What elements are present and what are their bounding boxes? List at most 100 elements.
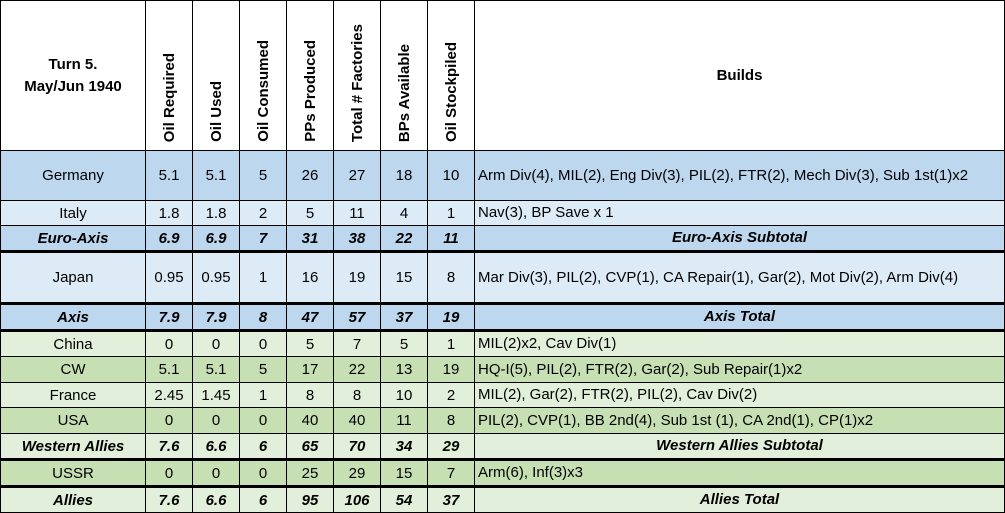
row-builds: Western Allies Subtotal (474, 433, 1005, 460)
row-value: 0.95 (192, 250, 240, 304)
row-value: 2 (427, 382, 475, 408)
row-value: 1 (427, 329, 475, 357)
row-value: 57 (333, 302, 381, 331)
table-row: Italy 1.8 1.8 2 5 11 4 1 Nav(3), BP Save x 1 (0, 200, 1005, 226)
row-value: 0 (192, 329, 240, 357)
row-value: 6.9 (145, 225, 193, 252)
row-name: Germany (0, 150, 146, 201)
row-value: 6.9 (192, 225, 240, 252)
table-row: Axis 7.9 7.9 8 47 57 37 19 Axis Total (0, 302, 1005, 331)
row-name: Japan (0, 250, 146, 304)
row-value: 7 (239, 225, 287, 252)
row-value: 19 (427, 302, 475, 331)
row-value: 2.45 (145, 382, 193, 408)
table-row: Euro-Axis 6.9 6.9 7 31 38 22 11 Euro-Axis Subtot… (0, 225, 1005, 252)
row-value: 16 (286, 250, 334, 304)
row-value: 4 (380, 200, 428, 226)
table-row: Western Allies 7.6 6.6 6 65 70 34 29 Western All… (0, 433, 1005, 460)
turn-label: Turn 5. (48, 55, 98, 73)
row-value: 6 (239, 433, 287, 460)
table-row: France 2.45 1.45 1 8 8 10 2 MIL(2), Gar(2), FTR(… (0, 382, 1005, 408)
row-value: 0 (145, 407, 193, 434)
row-name: USA (0, 407, 146, 434)
row-value: 6.6 (192, 433, 240, 460)
col-oil-consumed: Oil Consumed (239, 0, 287, 151)
col-builds: Builds (474, 0, 1005, 151)
row-name: CW (0, 356, 146, 383)
row-value: 47 (286, 302, 334, 331)
row-value: 40 (286, 407, 334, 434)
col-oil-required: Oil Required (145, 0, 193, 151)
row-value: 18 (380, 150, 428, 201)
row-value: 15 (380, 458, 428, 487)
row-value: 7 (333, 329, 381, 357)
date-label: May/Jun 1940 (24, 77, 122, 95)
row-value: 13 (380, 356, 428, 383)
row-value: 1.45 (192, 382, 240, 408)
row-name: China (0, 329, 146, 357)
row-value: 65 (286, 433, 334, 460)
row-value: 27 (333, 150, 381, 201)
row-name: Axis (0, 302, 146, 331)
row-value: 8 (427, 407, 475, 434)
row-name: Western Allies (0, 433, 146, 460)
table-row: CW 5.1 5.1 5 17 22 13 19 HQ-I(5), PIL(2), FTR(2)… (0, 356, 1005, 383)
header-row: Turn 5. May/Jun 1940 Oil Required Oil Use… (0, 0, 1005, 151)
row-value: 29 (427, 433, 475, 460)
row-name: Italy (0, 200, 146, 226)
row-value: 7.6 (145, 433, 193, 460)
row-value: 8 (286, 382, 334, 408)
row-value: 11 (427, 225, 475, 252)
row-name: France (0, 382, 146, 408)
row-value: 2 (239, 200, 287, 226)
row-value: 1.8 (192, 200, 240, 226)
col-bps-available: BPs Available (380, 0, 428, 151)
row-value: 5 (380, 329, 428, 357)
row-value: 0 (145, 458, 193, 487)
row-value: 8 (239, 302, 287, 331)
row-value: 5.1 (192, 150, 240, 201)
row-value: 7 (427, 458, 475, 487)
row-builds: Nav(3), BP Save x 1 (474, 200, 1005, 226)
row-value: 22 (333, 356, 381, 383)
row-value: 5.1 (192, 356, 240, 383)
table-row: China 0 0 0 5 7 5 1 MIL(2)x2, Cav Div(1) (0, 329, 1005, 357)
row-value: 1 (427, 200, 475, 226)
row-value: 11 (380, 407, 428, 434)
col-total-factories: Total # Factories (333, 0, 381, 151)
row-value: 26 (286, 150, 334, 201)
row-value: 0 (239, 407, 287, 434)
row-value: 10 (427, 150, 475, 201)
row-builds: Mar Div(3), PIL(2), CVP(1), CA Repair(1)… (474, 250, 1005, 304)
table-row: Germany 5.1 5.1 5 26 27 18 10 Arm Div(4), MIL(2)… (0, 150, 1005, 201)
table-row: Japan 0.95 0.95 1 16 19 15 8 Mar Div(3), PIL(2),… (0, 250, 1005, 304)
turn-header: Turn 5. May/Jun 1940 (0, 0, 146, 151)
row-builds: Euro-Axis Subtotal (474, 225, 1005, 252)
row-value: 37 (380, 302, 428, 331)
row-value: 0 (192, 407, 240, 434)
row-value: 0 (239, 329, 287, 357)
row-builds: Axis Total (474, 302, 1005, 331)
row-name: USSR (0, 458, 146, 487)
row-value: 22 (380, 225, 428, 252)
row-value: 5 (239, 150, 287, 201)
col-pps-produced: PPs Produced (286, 0, 334, 151)
row-value: 11 (333, 200, 381, 226)
row-value: 5 (286, 329, 334, 357)
row-value: 5 (239, 356, 287, 383)
row-value: 5.1 (145, 356, 193, 383)
col-oil-stockpiled: Oil Stockpiled (427, 0, 475, 151)
row-value: 5.1 (145, 150, 193, 201)
row-value: 15 (380, 250, 428, 304)
row-value: 0 (145, 329, 193, 357)
table-row: USSR 0 0 0 25 29 15 7 Arm(6), Inf(3)x3 (0, 458, 1005, 487)
row-value: 7.9 (145, 302, 193, 331)
row-builds: MIL(2), Gar(2), FTR(2), PIL(2), Cav Div(… (474, 382, 1005, 408)
row-value: 1 (239, 250, 287, 304)
row-value: 7.9 (192, 302, 240, 331)
row-builds: HQ-I(5), PIL(2), FTR(2), Gar(2), Sub Rep… (474, 356, 1005, 383)
row-value: 17 (286, 356, 334, 383)
row-value: 1 (239, 382, 287, 408)
row-builds: MIL(2)x2, Cav Div(1) (474, 329, 1005, 357)
row-value: 19 (427, 356, 475, 383)
